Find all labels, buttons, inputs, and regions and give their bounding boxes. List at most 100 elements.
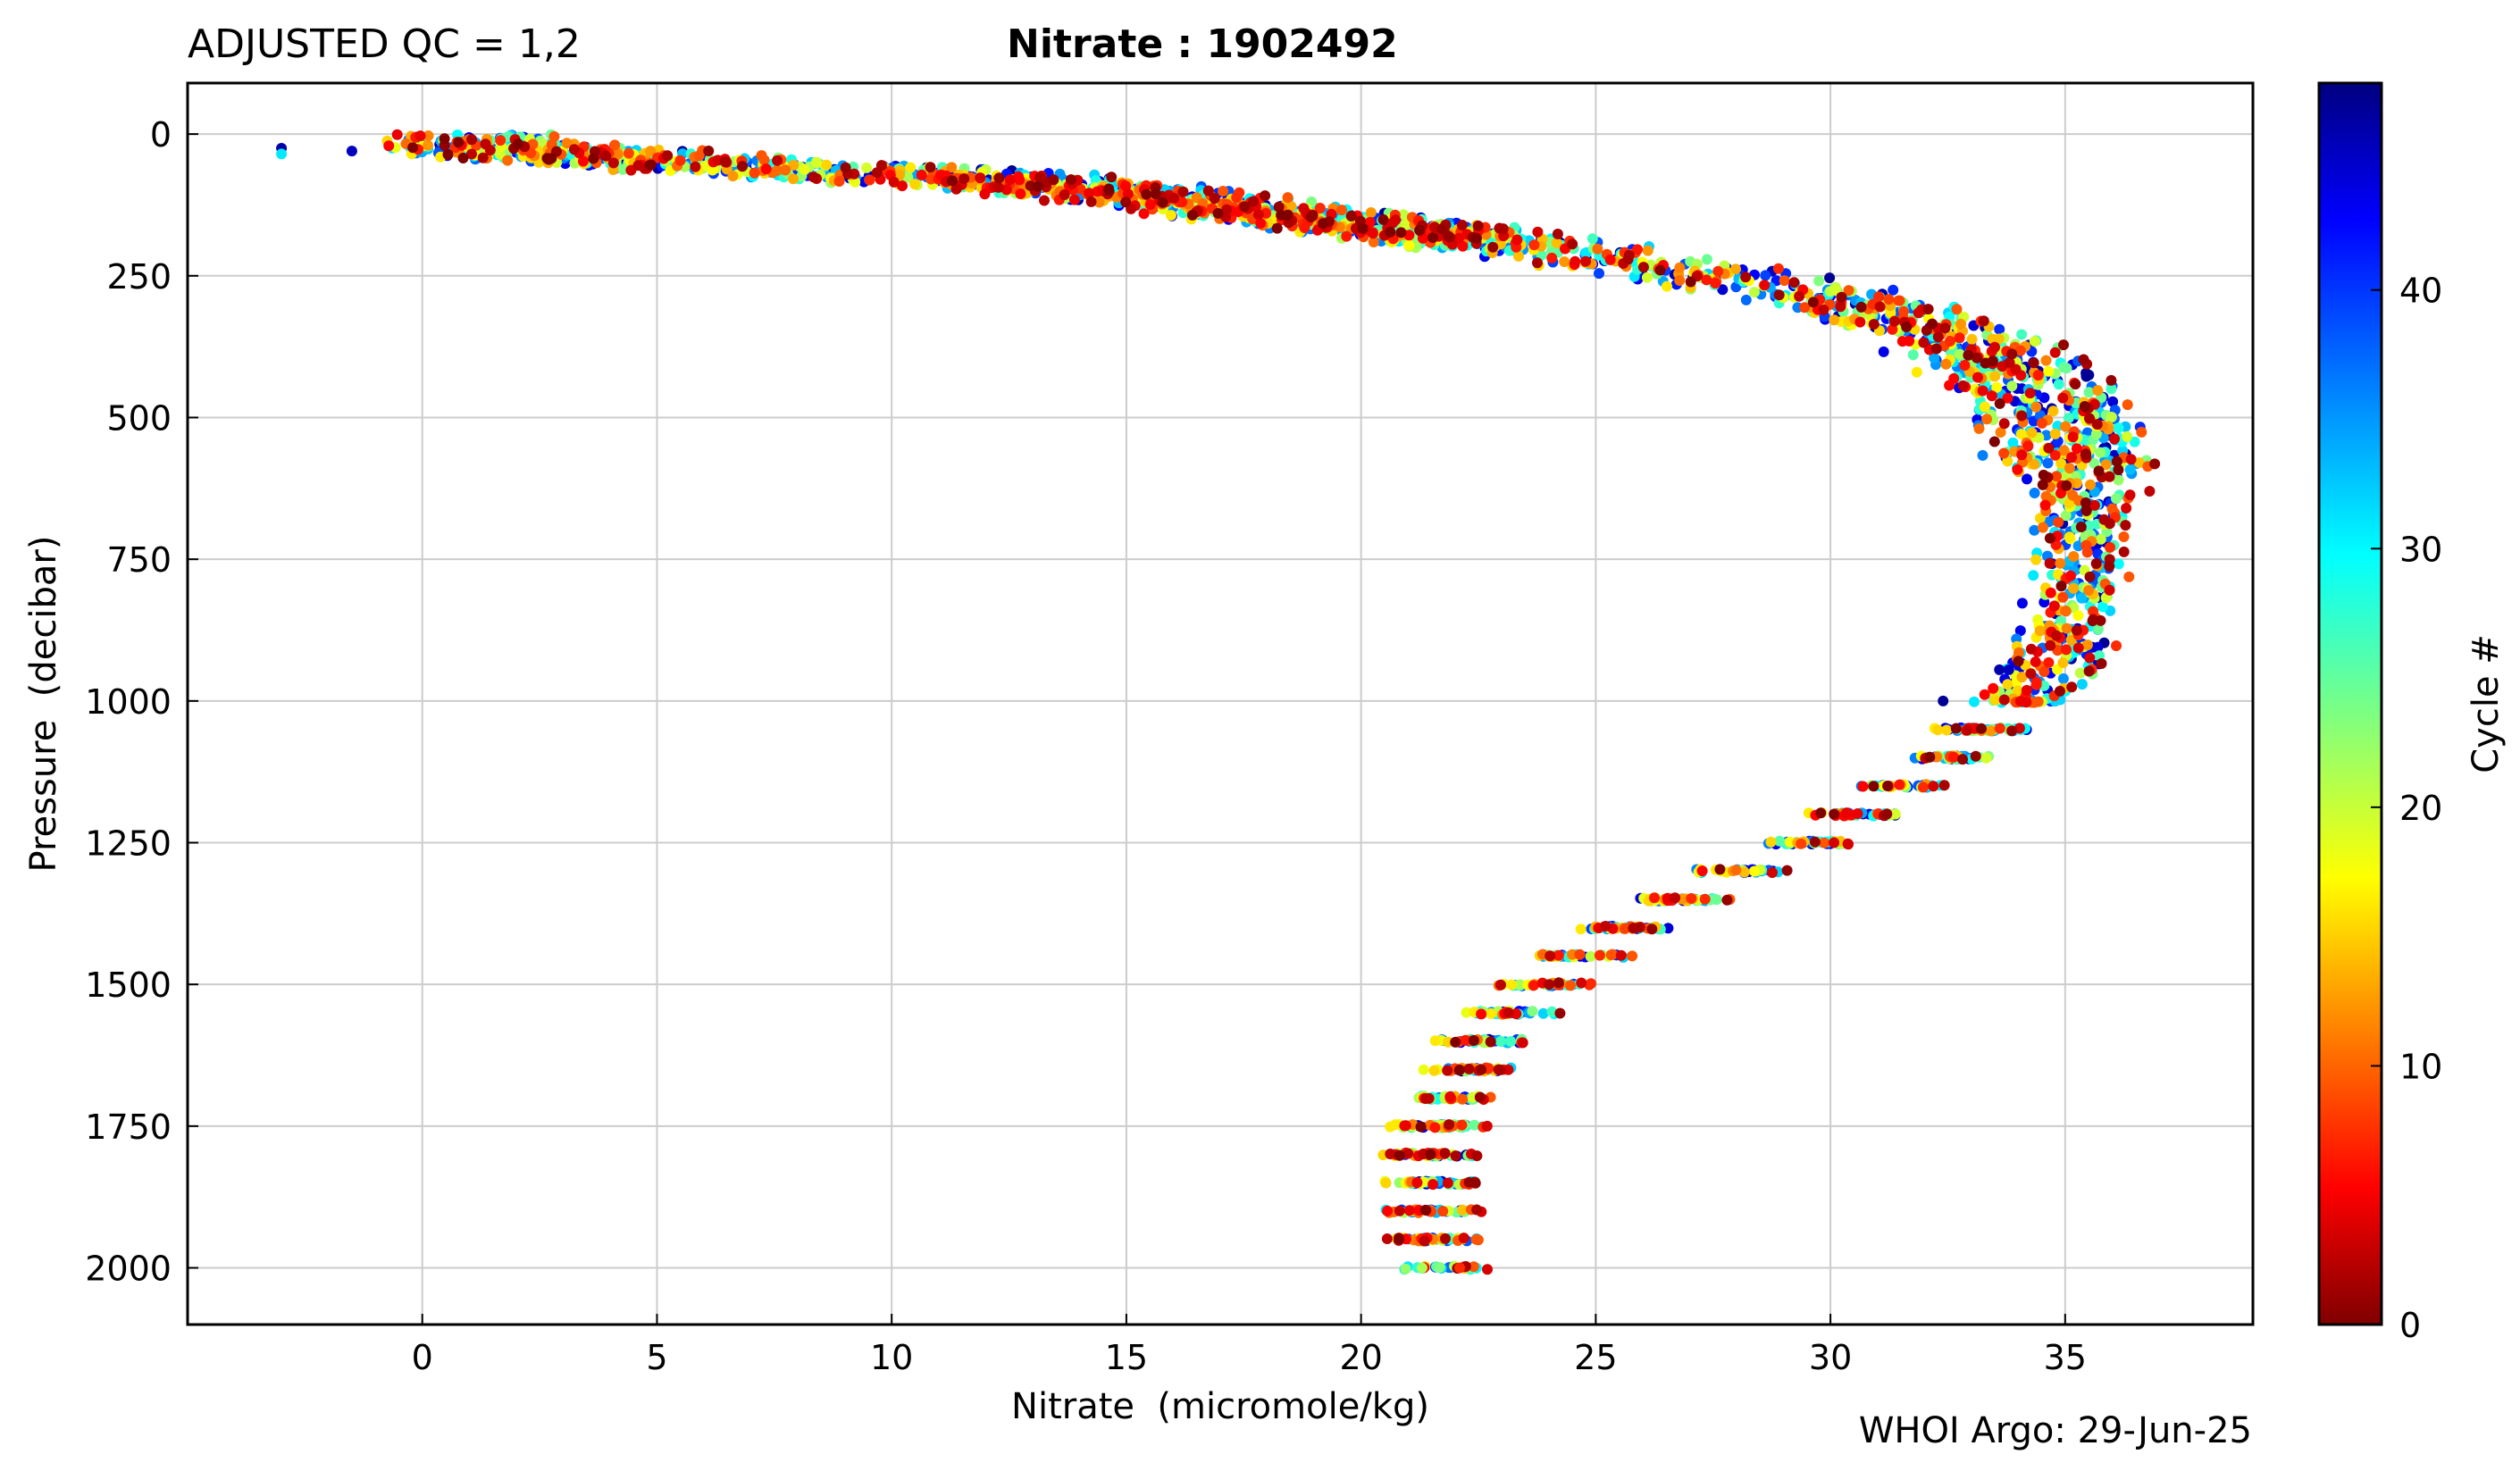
data-point xyxy=(1989,694,2001,706)
data-point xyxy=(2030,401,2042,413)
data-point xyxy=(1065,174,1076,186)
data-point xyxy=(1998,694,2010,706)
x-tick-label: 5 xyxy=(646,1338,667,1377)
data-point xyxy=(1282,192,1293,204)
data-point xyxy=(2111,456,2122,467)
data-point xyxy=(1434,1262,1445,1274)
data-point xyxy=(2015,429,2027,439)
data-point xyxy=(2083,369,2095,380)
data-point xyxy=(1987,355,1998,367)
data-point xyxy=(1685,276,1696,288)
data-point xyxy=(2061,644,2072,656)
data-point xyxy=(561,138,573,149)
data-point xyxy=(1385,226,1396,238)
x-axis: 0 5 10 15 20 25 30 35 xyxy=(412,1314,2087,1377)
data-point xyxy=(1260,190,1271,202)
data-point xyxy=(1580,255,1591,267)
data-point xyxy=(1911,366,1922,378)
data-point xyxy=(2029,458,2040,470)
data-point xyxy=(1532,257,1543,269)
data-point xyxy=(1157,196,1168,208)
data-point xyxy=(1670,892,1681,904)
data-point xyxy=(1924,751,1936,763)
data-point xyxy=(1474,1091,1486,1103)
data-point xyxy=(1414,224,1426,236)
data-point xyxy=(2043,365,2055,377)
data-point xyxy=(1930,343,1942,355)
data-point xyxy=(1948,372,1960,384)
data-point xyxy=(1898,305,1910,317)
data-point xyxy=(1765,836,1777,848)
data-point xyxy=(1994,723,2005,734)
data-point xyxy=(2022,440,2034,452)
data-point xyxy=(1779,275,1790,287)
data-point xyxy=(1600,921,1612,932)
data-point xyxy=(1514,979,1526,990)
data-point xyxy=(1819,837,1830,848)
data-point xyxy=(2049,449,2061,461)
data-point xyxy=(1994,664,2005,675)
data-point xyxy=(2057,591,2069,603)
data-point xyxy=(276,148,288,160)
data-point xyxy=(1642,245,1653,256)
data-point xyxy=(1453,1262,1465,1274)
x-tick-label: 20 xyxy=(1339,1338,1382,1377)
data-point xyxy=(1824,272,1836,284)
data-point xyxy=(861,162,873,173)
data-point xyxy=(2007,437,2019,448)
data-point xyxy=(1517,1037,1528,1049)
data-point xyxy=(1772,263,1784,274)
data-point xyxy=(1368,237,1379,247)
data-point xyxy=(1429,1122,1441,1133)
data-point xyxy=(1637,262,1649,273)
data-point xyxy=(905,162,917,173)
data-point xyxy=(959,173,970,184)
data-point xyxy=(2070,379,2081,390)
data-point xyxy=(1458,1233,1469,1244)
data-point xyxy=(909,179,920,190)
data-point xyxy=(760,163,772,175)
data-point xyxy=(1402,1148,1414,1159)
data-point xyxy=(1186,209,1198,221)
data-point xyxy=(1632,244,1643,255)
qc-label: ADJUSTED QC = 1,2 xyxy=(188,21,581,67)
data-point xyxy=(1794,290,1805,302)
x-tick-label: 30 xyxy=(1809,1338,1852,1377)
data-point xyxy=(1443,230,1454,242)
data-point xyxy=(1377,213,1389,225)
data-point xyxy=(2106,383,2117,395)
data-point xyxy=(1913,307,1924,319)
data-point xyxy=(1868,319,1880,330)
data-point xyxy=(1565,980,1576,991)
data-point xyxy=(2066,452,2078,464)
data-point xyxy=(821,159,833,171)
data-point xyxy=(1400,1263,1411,1275)
data-point xyxy=(1759,280,1771,291)
data-point xyxy=(2049,428,2061,439)
data-point xyxy=(1592,243,1603,255)
data-point xyxy=(2087,615,2098,627)
data-point xyxy=(1977,449,1988,461)
data-point xyxy=(1962,724,1972,736)
data-point xyxy=(2085,479,2096,490)
data-point xyxy=(2049,347,2061,358)
data-point xyxy=(1461,1007,1472,1018)
data-point xyxy=(2013,656,2024,667)
data-point xyxy=(1546,252,1558,263)
data-point xyxy=(2016,598,2028,609)
data-point xyxy=(1239,201,1251,213)
data-point xyxy=(1437,1206,1449,1217)
data-point xyxy=(2121,503,2132,514)
data-point xyxy=(2012,464,2023,475)
data-point xyxy=(1471,1204,1483,1216)
data-point xyxy=(888,176,900,188)
data-point xyxy=(1852,808,1863,819)
data-point xyxy=(1829,284,1841,296)
data-point xyxy=(1554,1007,1566,1019)
data-point xyxy=(600,150,612,162)
data-point xyxy=(1015,188,1026,199)
data-point xyxy=(2028,570,2039,581)
data-point xyxy=(1957,754,1968,765)
data-point xyxy=(1994,323,2005,335)
